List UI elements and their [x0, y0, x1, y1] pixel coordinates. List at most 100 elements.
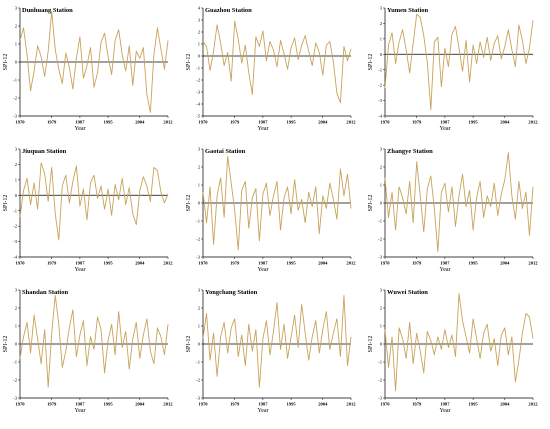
y-tick-label: 1	[198, 324, 201, 329]
spi-series-line	[19, 162, 169, 241]
x-tick-label: 1987	[258, 402, 268, 407]
y-tick-label: -3	[378, 396, 383, 401]
y-tick-label: -3	[196, 396, 201, 401]
spi-series-line	[19, 294, 169, 388]
y-tick-label: -1	[378, 360, 383, 365]
spi-series-line	[202, 294, 352, 388]
y-tick-label: 2	[198, 165, 201, 170]
y-tick-label: 3	[15, 147, 18, 152]
y-axis-label: SPI-12	[3, 54, 9, 71]
y-tick-label: 2	[15, 306, 18, 311]
y-tick-label: 0	[198, 201, 201, 206]
y-tick-label: 3	[198, 18, 201, 23]
x-tick-label: 2004	[135, 120, 145, 125]
x-tick-label: 1970	[15, 261, 25, 266]
y-tick-label: 2	[380, 165, 383, 170]
y-tick-label: 3	[380, 288, 383, 293]
panel-title: Yumen Station	[387, 7, 429, 14]
spi-series-line	[202, 155, 352, 251]
y-tick-label: -3	[13, 114, 18, 119]
x-tick-label: 1987	[75, 402, 85, 407]
panel-title: Shandan Station	[22, 289, 68, 296]
y-tick-label: -2	[196, 78, 201, 83]
x-tick-label: 2004	[500, 261, 510, 266]
x-tick-label: 2004	[500, 120, 510, 125]
x-tick-label: 1987	[440, 120, 450, 125]
x-tick-label: 2004	[318, 261, 328, 266]
y-tick-label: 3	[15, 6, 18, 11]
x-tick-label: 2012	[528, 261, 538, 266]
x-tick-label: 1995	[104, 120, 114, 125]
x-tick-label: 2012	[528, 120, 538, 125]
x-tick-label: 2012	[163, 402, 173, 407]
x-tick-label: 2012	[346, 261, 356, 266]
y-tick-label: 0	[15, 60, 18, 65]
y-tick-label: 0	[198, 342, 201, 347]
x-tick-label: 1970	[198, 261, 208, 266]
x-tick-label: 1995	[469, 402, 479, 407]
y-tick-label: 1	[198, 42, 201, 47]
panel-title: Dunhuang Station	[22, 7, 73, 14]
y-tick-label: 3	[198, 147, 201, 152]
y-axis-label: SPI-12	[186, 336, 192, 353]
x-tick-label: 1979	[47, 402, 57, 407]
y-tick-label: -1	[13, 360, 18, 365]
y-tick-label: -1	[196, 219, 201, 224]
x-axis-label: Year	[257, 267, 268, 273]
x-tick-label: 1995	[287, 402, 297, 407]
y-tick-label: 2	[15, 24, 18, 29]
y-tick-label: -2	[378, 83, 383, 88]
x-tick-label: 1970	[15, 120, 25, 125]
x-tick-label: 1979	[47, 261, 57, 266]
y-tick-label: 1	[380, 183, 383, 188]
x-tick-label: 1995	[104, 261, 114, 266]
panel-title: Wuwei Station	[387, 289, 428, 296]
x-axis-label: Year	[74, 126, 85, 132]
y-tick-label: -3	[13, 396, 18, 401]
spi-series-line	[384, 152, 534, 253]
y-tick-label: 1	[380, 324, 383, 329]
x-tick-label: 1995	[469, 120, 479, 125]
y-tick-label: 1	[15, 42, 18, 47]
spi-series-line	[202, 20, 352, 104]
x-tick-label: 1995	[287, 261, 297, 266]
y-tick-label: 2	[198, 30, 201, 35]
x-tick-label: 2012	[346, 120, 356, 125]
x-tick-label: 1970	[380, 261, 390, 266]
y-axis-label: SPI-12	[368, 336, 374, 353]
y-tick-label: -2	[13, 224, 18, 229]
x-tick-label: 1995	[469, 261, 479, 266]
y-tick-label: 1	[198, 183, 201, 188]
x-tick-label: 1979	[412, 402, 422, 407]
x-tick-label: 2012	[163, 261, 173, 266]
y-tick-label: 2	[380, 21, 383, 26]
x-tick-label: 1970	[198, 402, 208, 407]
y-tick-label: -5	[196, 114, 201, 119]
spi-series-line	[19, 11, 169, 113]
x-axis-label: Year	[74, 267, 85, 273]
panel-title: Yongchang Station	[205, 289, 258, 296]
y-tick-label: -2	[196, 378, 201, 383]
y-tick-label: 1	[15, 177, 18, 182]
y-tick-label: 0	[380, 342, 383, 347]
y-tick-label: 0	[380, 52, 383, 57]
y-axis-label: SPI-12	[368, 54, 374, 71]
x-tick-label: 1979	[230, 402, 240, 407]
x-axis-label: Year	[257, 126, 268, 132]
y-tick-label: -4	[196, 102, 201, 107]
x-tick-label: 2004	[500, 402, 510, 407]
x-tick-label: 1979	[230, 261, 240, 266]
y-axis-label: SPI-12	[186, 195, 192, 212]
x-tick-label: 2004	[135, 261, 145, 266]
x-tick-label: 2012	[163, 120, 173, 125]
y-tick-label: -1	[196, 66, 201, 71]
x-tick-label: 1995	[104, 402, 114, 407]
y-tick-label: 1	[15, 324, 18, 329]
x-tick-label: 1979	[230, 120, 240, 125]
